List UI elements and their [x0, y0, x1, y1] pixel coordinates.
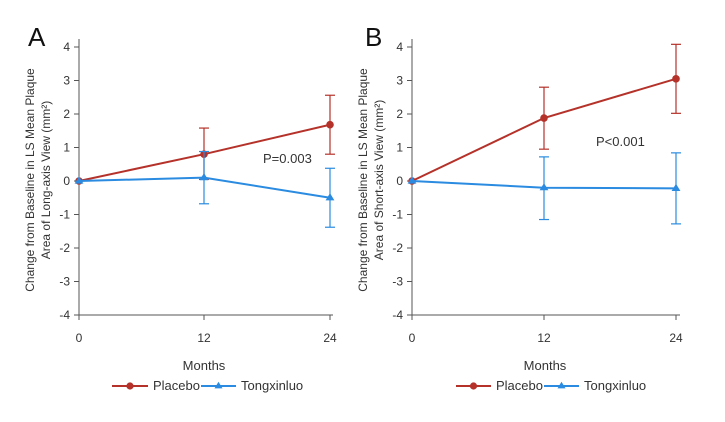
y-tick-label: 2 [396, 107, 403, 121]
axes-a: 4 3 2 1 0 -1 -2 -3 -4 0 12 24 [59, 39, 337, 345]
y-tick-label: 3 [396, 74, 403, 88]
tongxinluo-point [74, 176, 84, 184]
y-axis-label-b-line1: Change from Baseline in LS Mean Plaque [356, 68, 370, 292]
x-tick-label: 0 [409, 331, 416, 345]
chart-panel-a: A 4 3 2 1 0 -1 -2 -3 -4 0 12 24 Change from Baselin… [23, 22, 337, 373]
y-tick-label: -2 [392, 241, 403, 255]
tongxinluo-point [325, 193, 335, 201]
legend-b-tongxinluo-label: Tongxinluo [584, 378, 646, 393]
x-axis-label-b: Months [524, 358, 567, 373]
y-tick-label: 0 [396, 174, 403, 188]
y-tick-label: -3 [392, 275, 403, 289]
y-tick-label: 1 [63, 141, 70, 155]
x-tick-label: 12 [537, 331, 551, 345]
y-tick-label: 2 [63, 107, 70, 121]
x-tick-label: 24 [323, 331, 337, 345]
y-axis-label-a-line2: Area of Long-axis View (mm²) [39, 101, 53, 260]
x-tick-label: 12 [197, 331, 211, 345]
y-tick-label: -1 [59, 208, 70, 222]
legend-a-placebo-label: Placebo [153, 378, 200, 393]
y-tick-label: 4 [63, 40, 70, 54]
placebo-point [672, 75, 680, 83]
chart-panel-b: B 4 3 2 1 0 -1 -2 -3 -4 0 12 24 Change from Baselin… [356, 22, 683, 373]
legend-b: Placebo Tongxinluo [456, 378, 646, 393]
legend-b-tongxinluo-marker [557, 381, 566, 389]
y-tick-label: -1 [392, 208, 403, 222]
legend-a-tongxinluo-label: Tongxinluo [241, 378, 303, 393]
y-tick-label: -3 [59, 275, 70, 289]
placebo-point [540, 114, 548, 122]
tongxinluo-point [407, 176, 417, 184]
y-tick-label: 3 [63, 74, 70, 88]
y-axis-label-b-line2: Area of Short-axis View (mm²) [372, 100, 386, 260]
legend-a-placebo-marker [126, 382, 134, 390]
x-tick-label: 24 [669, 331, 683, 345]
p-value-annotation-a: P=0.003 [263, 151, 312, 166]
p-value-annotation-b: P<0.001 [596, 134, 645, 149]
axes-b: 4 3 2 1 0 -1 -2 -3 -4 0 12 24 [392, 39, 683, 345]
y-tick-label: 1 [396, 141, 403, 155]
y-axis-label-a-line1: Change from Baseline in LS Mean Plaque [23, 68, 37, 292]
y-tick-label: -2 [59, 241, 70, 255]
y-tick-label: 4 [396, 40, 403, 54]
x-tick-label: 0 [76, 331, 83, 345]
tongxinluo-point [671, 183, 681, 191]
legend-a: Placebo Tongxinluo [112, 378, 303, 393]
y-tick-label: 0 [63, 174, 70, 188]
legend-b-placebo-label: Placebo [496, 378, 543, 393]
placebo-point [326, 120, 334, 129]
panel-label-a: A [28, 22, 46, 52]
tongxinluo-point [199, 173, 209, 181]
y-tick-label: -4 [392, 308, 403, 322]
legend-b-placebo-marker [469, 382, 478, 390]
panel-label-b: B [365, 22, 382, 52]
tongxinluo-point [539, 183, 549, 191]
x-axis-label-a: Months [183, 358, 226, 373]
legend-a-tongxinluo-marker [214, 381, 223, 389]
y-tick-label: -4 [59, 308, 70, 322]
